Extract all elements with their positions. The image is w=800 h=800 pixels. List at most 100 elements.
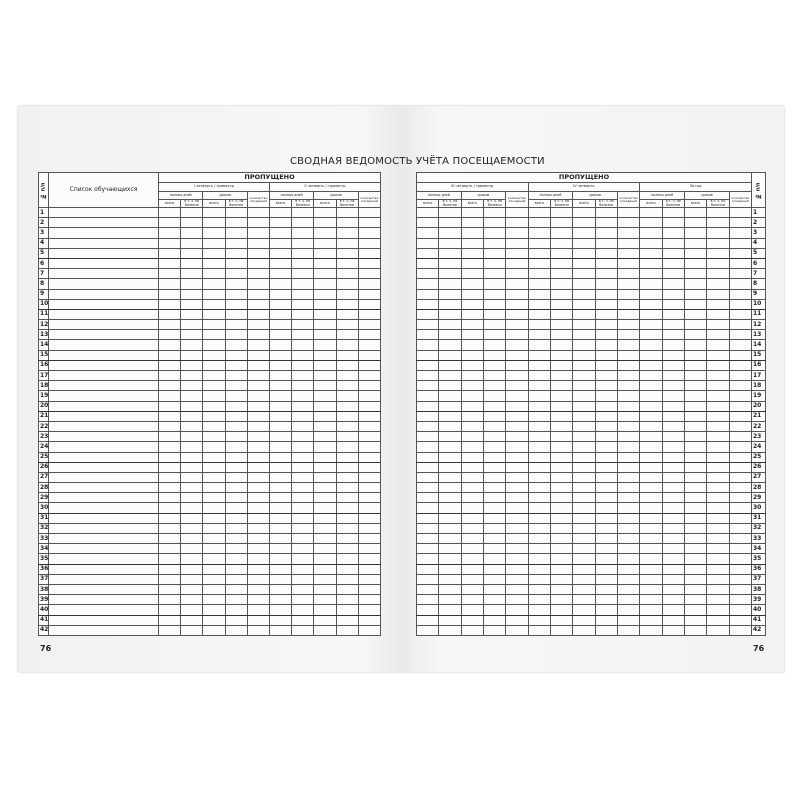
attendance-cell[interactable]: [268, 594, 293, 606]
attendance-cell[interactable]: [224, 206, 248, 219]
attendance-cell[interactable]: [661, 441, 685, 453]
attendance-cell[interactable]: [415, 217, 440, 229]
attendance-cell[interactable]: [527, 451, 551, 463]
attendance-cell[interactable]: [527, 420, 551, 433]
attendance-cell[interactable]: [224, 502, 248, 514]
attendance-cell[interactable]: [157, 482, 182, 494]
attendance-cell[interactable]: [357, 288, 382, 300]
attendance-cell[interactable]: [460, 431, 484, 443]
attendance-cell[interactable]: [683, 217, 708, 229]
attendance-cell[interactable]: [180, 400, 204, 412]
attendance-cell[interactable]: [202, 339, 226, 351]
attendance-cell[interactable]: [438, 227, 462, 239]
attendance-cell[interactable]: [527, 512, 551, 524]
attendance-cell[interactable]: [357, 583, 382, 596]
attendance-cell[interactable]: [224, 268, 248, 280]
attendance-cell[interactable]: [572, 319, 596, 331]
attendance-cell[interactable]: [706, 268, 730, 280]
attendance-cell[interactable]: [527, 247, 551, 259]
attendance-cell[interactable]: [706, 594, 730, 606]
attendance-cell[interactable]: [438, 359, 462, 372]
attendance-cell[interactable]: [415, 400, 440, 412]
attendance-cell[interactable]: [357, 512, 382, 524]
attendance-cell[interactable]: [616, 278, 641, 290]
attendance-cell[interactable]: [505, 543, 529, 555]
attendance-cell[interactable]: [460, 319, 484, 331]
attendance-cell[interactable]: [357, 522, 382, 535]
attendance-cell[interactable]: [728, 257, 753, 270]
attendance-cell[interactable]: [527, 543, 551, 555]
attendance-cell[interactable]: [706, 247, 730, 259]
attendance-cell[interactable]: [594, 380, 618, 392]
attendance-cell[interactable]: [335, 604, 359, 616]
attendance-cell[interactable]: [482, 431, 507, 443]
attendance-cell[interactable]: [438, 573, 462, 585]
attendance-cell[interactable]: [616, 257, 641, 270]
attendance-cell[interactable]: [505, 400, 529, 412]
attendance-cell[interactable]: [268, 257, 293, 270]
attendance-cell[interactable]: [180, 247, 204, 259]
attendance-cell[interactable]: [639, 278, 663, 290]
attendance-cell[interactable]: [460, 329, 484, 341]
attendance-cell[interactable]: [246, 268, 270, 280]
attendance-cell[interactable]: [291, 390, 315, 402]
attendance-cell[interactable]: [224, 441, 248, 453]
attendance-cell[interactable]: [549, 553, 574, 565]
attendance-cell[interactable]: [224, 390, 248, 402]
attendance-cell[interactable]: [180, 278, 204, 290]
attendance-cell[interactable]: [180, 512, 204, 524]
attendance-cell[interactable]: [683, 502, 708, 514]
attendance-cell[interactable]: [661, 206, 685, 219]
attendance-cell[interactable]: [639, 380, 663, 392]
attendance-cell[interactable]: [594, 390, 618, 402]
attendance-cell[interactable]: [505, 614, 529, 626]
attendance-cell[interactable]: [313, 410, 337, 422]
attendance-cell[interactable]: [415, 278, 440, 290]
attendance-cell[interactable]: [683, 512, 708, 524]
attendance-cell[interactable]: [202, 400, 226, 412]
attendance-cell[interactable]: [202, 604, 226, 616]
attendance-cell[interactable]: [549, 604, 574, 616]
attendance-cell[interactable]: [639, 257, 663, 270]
student-name-cell[interactable]: [48, 512, 159, 524]
attendance-cell[interactable]: [728, 298, 753, 310]
attendance-cell[interactable]: [661, 543, 685, 555]
attendance-cell[interactable]: [357, 410, 382, 422]
attendance-cell[interactable]: [246, 461, 270, 473]
attendance-cell[interactable]: [505, 369, 529, 382]
student-name-cell[interactable]: [48, 410, 159, 422]
attendance-cell[interactable]: [246, 431, 270, 443]
attendance-cell[interactable]: [460, 278, 484, 290]
attendance-cell[interactable]: [180, 227, 204, 239]
attendance-cell[interactable]: [572, 400, 596, 412]
attendance-cell[interactable]: [224, 247, 248, 259]
attendance-cell[interactable]: [246, 420, 270, 433]
attendance-cell[interactable]: [505, 339, 529, 351]
student-name-cell[interactable]: [48, 390, 159, 402]
attendance-cell[interactable]: [357, 614, 382, 626]
attendance-cell[interactable]: [549, 349, 574, 361]
attendance-cell[interactable]: [728, 308, 753, 321]
attendance-cell[interactable]: [706, 604, 730, 616]
attendance-cell[interactable]: [460, 349, 484, 361]
attendance-cell[interactable]: [438, 604, 462, 616]
attendance-cell[interactable]: [639, 624, 663, 636]
attendance-cell[interactable]: [728, 573, 753, 585]
attendance-cell[interactable]: [335, 451, 359, 463]
attendance-cell[interactable]: [527, 492, 551, 504]
attendance-cell[interactable]: [616, 431, 641, 443]
attendance-cell[interactable]: [616, 512, 641, 524]
attendance-cell[interactable]: [683, 369, 708, 382]
attendance-cell[interactable]: [706, 471, 730, 484]
attendance-cell[interactable]: [527, 502, 551, 514]
attendance-cell[interactable]: [482, 482, 507, 494]
attendance-cell[interactable]: [594, 369, 618, 382]
attendance-cell[interactable]: [157, 553, 182, 565]
attendance-cell[interactable]: [335, 339, 359, 351]
attendance-cell[interactable]: [683, 339, 708, 351]
attendance-cell[interactable]: [224, 237, 248, 249]
attendance-cell[interactable]: [224, 420, 248, 433]
attendance-cell[interactable]: [683, 400, 708, 412]
attendance-cell[interactable]: [335, 553, 359, 565]
attendance-cell[interactable]: [482, 471, 507, 484]
